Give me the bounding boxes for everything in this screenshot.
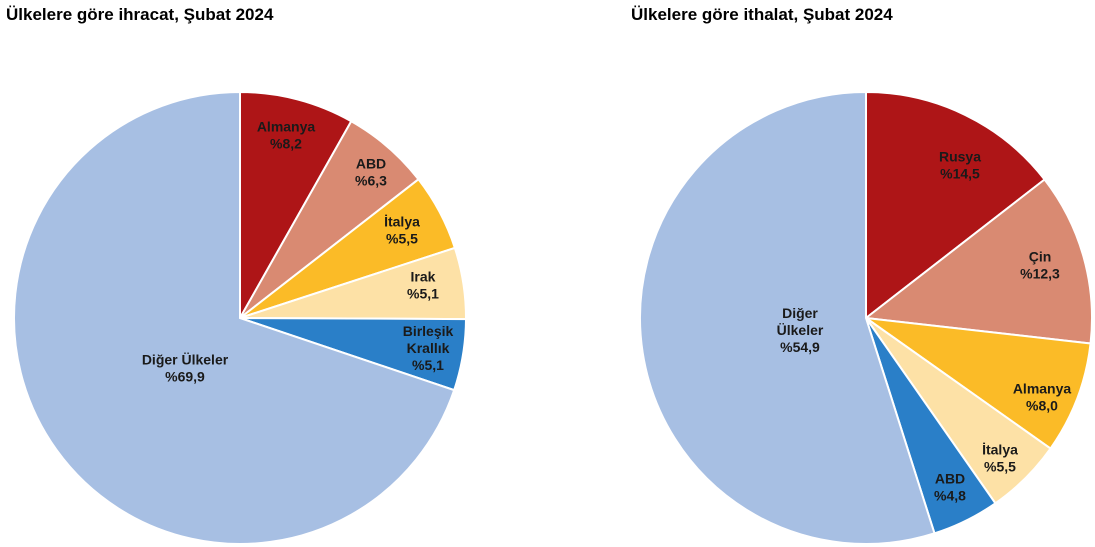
import-chart-title: Ülkelere göre ithalat, Şubat 2024 bbox=[631, 5, 893, 24]
import-slice-label-abd: ABD %4,8 bbox=[934, 471, 966, 504]
export-slice-label-birlesik-krallik: Birleşik Krallık %5,1 bbox=[403, 323, 454, 373]
export-slice-label-diger-ulkeler: Diğer Ülkeler %69,9 bbox=[142, 352, 229, 385]
export-chart-title: Ülkelere göre ihracat, Şubat 2024 bbox=[6, 5, 274, 24]
export-slice-diger-ulkeler bbox=[13, 90, 456, 545]
export-slice-label-almanya: Almanya %8,2 bbox=[257, 119, 316, 152]
export-slice-almanya bbox=[239, 90, 353, 322]
export-slice-label-irak: Irak %5,1 bbox=[407, 269, 439, 302]
import-slice-label-rusya: Rusya %14,5 bbox=[939, 149, 981, 182]
import-pie-chart: Rusya %14,5 Çin %12,3 Almanya %8,0 İtalya %5,5 A… bbox=[639, 90, 1094, 545]
export-slice-label-abd: ABD %6,3 bbox=[355, 156, 387, 189]
import-slice-cin bbox=[863, 178, 1094, 345]
import-slice-diger-ulkeler bbox=[639, 90, 936, 545]
export-pie-chart: Almanya %8,2 ABD %6,3 İtalya %5,5 Irak %5,1 Birl… bbox=[13, 90, 468, 545]
import-slice-label-almanya: Almanya %8,0 bbox=[1013, 381, 1072, 414]
import-slice-label-diger-ulkeler: Diğer Ülkeler %54,9 bbox=[777, 305, 824, 355]
import-slice-rusya bbox=[865, 90, 1046, 321]
import-slice-label-cin: Çin %12,3 bbox=[1020, 249, 1060, 282]
import-slice-label-italya: İtalya %5,5 bbox=[982, 442, 1018, 475]
export-slice-label-italya: İtalya %5,5 bbox=[384, 214, 420, 247]
import-slice-almanya bbox=[865, 317, 1092, 450]
